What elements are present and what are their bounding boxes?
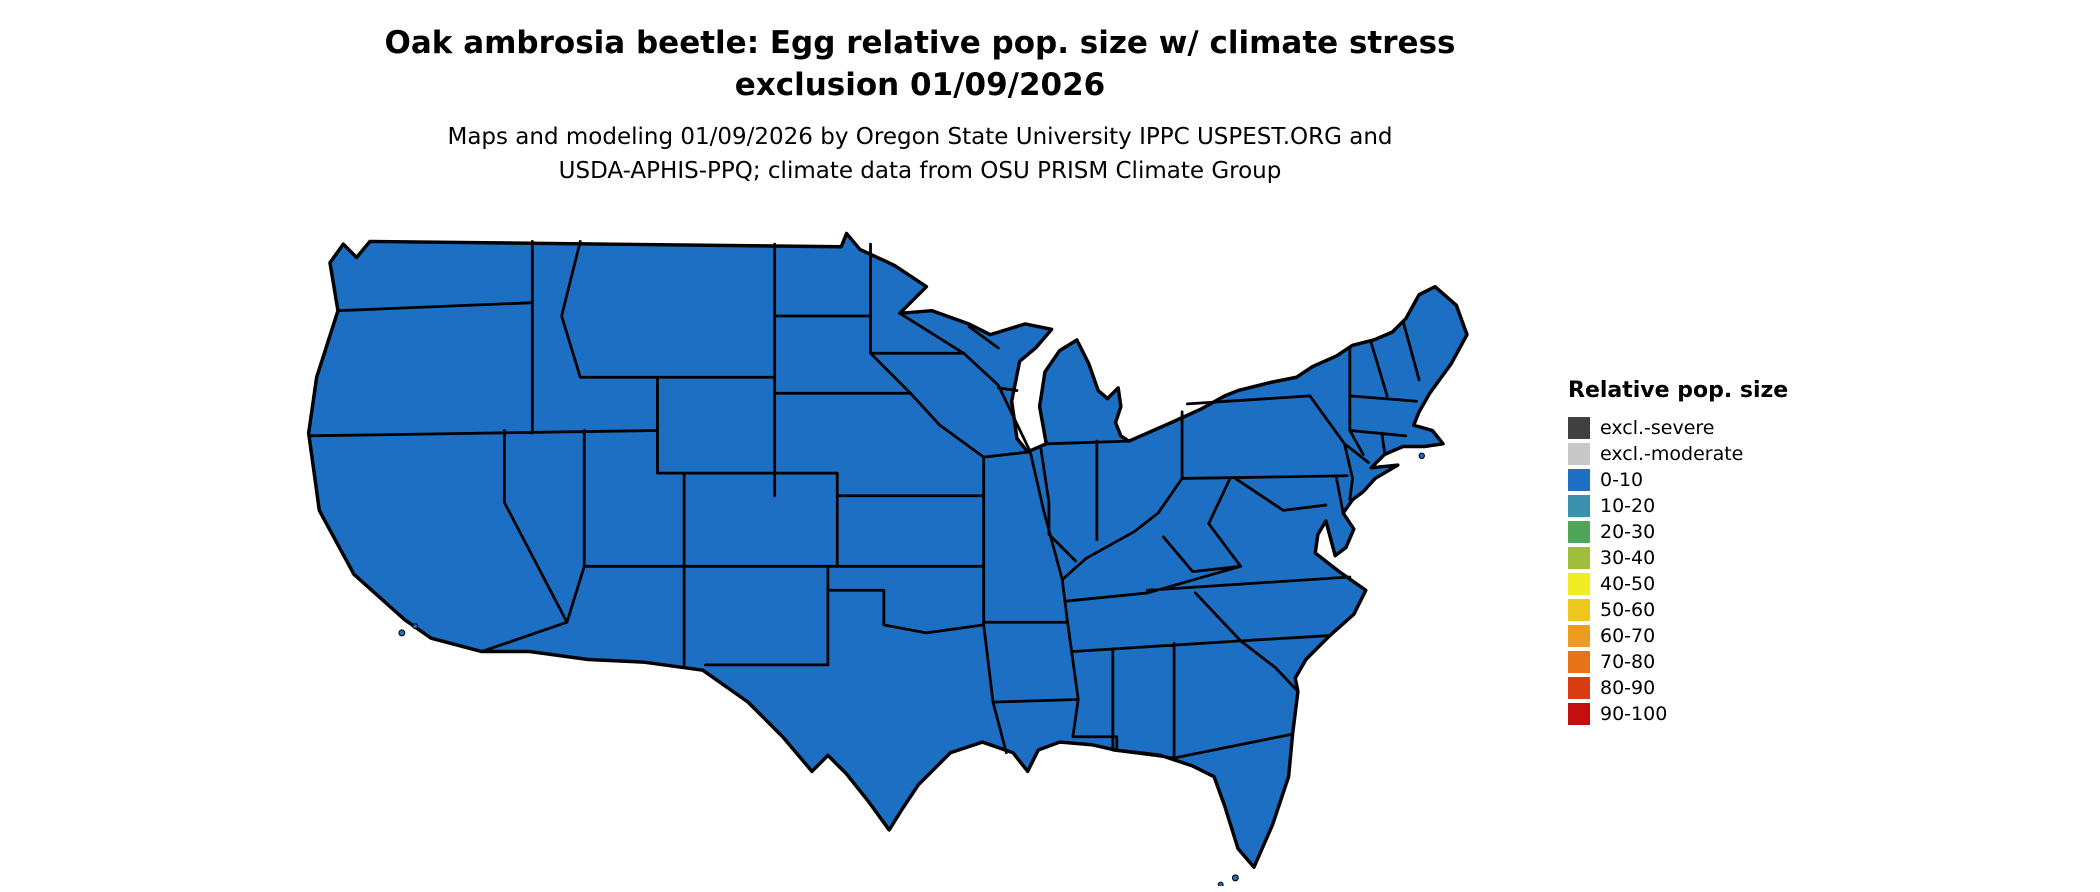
- legend-item: 0-10: [1568, 467, 1868, 493]
- legend-item: excl.-severe: [1568, 415, 1868, 441]
- florida-key-icon: [1231, 874, 1239, 882]
- legend-item-label: 10-20: [1600, 495, 1656, 517]
- map-header: Oak ambrosia beetle: Egg relative pop. s…: [0, 22, 1840, 188]
- legend-item-label: 90-100: [1600, 703, 1668, 725]
- florida-key-icon: [1217, 881, 1224, 886]
- us-outline: [306, 231, 1469, 869]
- legend-swatch: [1568, 443, 1590, 465]
- us-map-svg: [306, 231, 1469, 886]
- legend-swatch: [1568, 703, 1590, 725]
- nantucket-island-icon: [1418, 452, 1425, 459]
- offshore-islands: [398, 452, 1425, 886]
- legend-item-label: 80-90: [1600, 677, 1656, 699]
- map-title-line1: Oak ambrosia beetle: Egg relative pop. s…: [384, 25, 1456, 61]
- legend-swatch: [1568, 573, 1590, 595]
- legend-swatch: [1568, 521, 1590, 543]
- state-borders: [307, 240, 1421, 760]
- legend-swatch: [1568, 651, 1590, 673]
- legend-item: 20-30: [1568, 519, 1868, 545]
- map-subtitle: Maps and modeling 01/09/2026 by Oregon S…: [0, 120, 1840, 188]
- legend-swatch: [1568, 495, 1590, 517]
- legend-item-label: excl.-moderate: [1600, 443, 1744, 465]
- legend-title: Relative pop. size: [1568, 378, 1789, 403]
- legend-item: 30-40: [1568, 545, 1868, 571]
- channel-island-icon: [398, 629, 406, 637]
- legend-item-label: 0-10: [1600, 469, 1644, 491]
- channel-island-icon: [412, 623, 419, 630]
- legend-item: 70-80: [1568, 649, 1868, 675]
- legend-item: 60-70: [1568, 623, 1868, 649]
- legend-swatch: [1568, 547, 1590, 569]
- map-legend: Relative pop. size excl.-severe excl.-mo…: [1568, 378, 1868, 727]
- legend-swatch: [1568, 625, 1590, 647]
- legend-item-label: 70-80: [1600, 651, 1656, 673]
- map-subtitle-line1: Maps and modeling 01/09/2026 by Oregon S…: [447, 124, 1393, 150]
- legend-item-label: 30-40: [1600, 547, 1656, 569]
- legend-item-label: 50-60: [1600, 599, 1656, 621]
- legend-swatch: [1568, 599, 1590, 621]
- us-map: [298, 220, 1483, 886]
- legend-item: excl.-moderate: [1568, 441, 1868, 467]
- legend-item: 40-50: [1568, 571, 1868, 597]
- legend-swatch: [1568, 469, 1590, 491]
- legend-item-label: 20-30: [1600, 521, 1656, 543]
- legend-swatch: [1568, 417, 1590, 439]
- legend-swatch: [1568, 677, 1590, 699]
- legend-item-label: excl.-severe: [1600, 417, 1715, 439]
- legend-item-label: 40-50: [1600, 573, 1656, 595]
- map-title-line2: exclusion 01/09/2026: [734, 67, 1106, 103]
- legend-item: 50-60: [1568, 597, 1868, 623]
- legend-item: 10-20: [1568, 493, 1868, 519]
- legend-item-label: 60-70: [1600, 625, 1656, 647]
- map-subtitle-line2: USDA-APHIS-PPQ; climate data from OSU PR…: [558, 158, 1282, 184]
- legend-item: 80-90: [1568, 675, 1868, 701]
- legend-item: 90-100: [1568, 701, 1868, 727]
